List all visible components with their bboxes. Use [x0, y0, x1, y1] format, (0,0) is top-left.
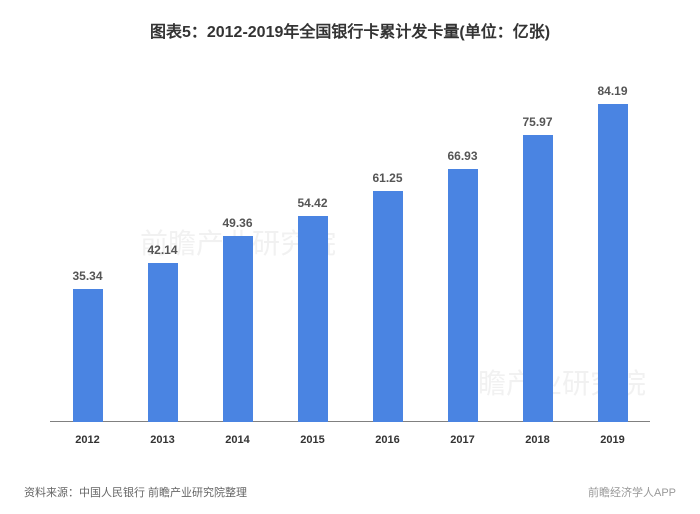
bar: [448, 169, 478, 422]
bar-group: 66.93: [425, 149, 500, 422]
bar-group: 75.97: [500, 115, 575, 422]
bar-value-label: 42.14: [147, 243, 177, 257]
x-axis-label: 2019: [575, 434, 650, 446]
bar: [373, 191, 403, 422]
bar: [298, 216, 328, 422]
bar-group: 84.19: [575, 84, 650, 422]
bar-group: 49.36: [200, 216, 275, 422]
bar-value-label: 61.25: [372, 171, 402, 185]
bar-value-label: 66.93: [447, 149, 477, 163]
bar: [523, 135, 553, 422]
x-axis-label: 2012: [50, 434, 125, 446]
bar: [598, 104, 628, 422]
source-text: 资料来源：中国人民银行 前瞻产业研究院整理: [24, 484, 247, 500]
x-axis-label: 2013: [125, 434, 200, 446]
bar-group: 54.42: [275, 196, 350, 422]
bar-value-label: 49.36: [222, 216, 252, 230]
x-axis-label: 2016: [350, 434, 425, 446]
source-body: 中国人民银行 前瞻产业研究院整理: [79, 487, 247, 499]
bar: [73, 289, 103, 423]
bar: [223, 236, 253, 422]
x-axis-label: 2014: [200, 434, 275, 446]
bar-group: 35.34: [50, 269, 125, 423]
chart-area: 前瞻产业研究院 前瞻产业研究院 35.3442.1449.3654.4261.2…: [30, 62, 670, 452]
x-axis-labels: 20122013201420152016201720182019: [50, 434, 650, 446]
bar-value-label: 35.34: [72, 269, 102, 283]
x-axis-label: 2015: [275, 434, 350, 446]
x-axis-label: 2017: [425, 434, 500, 446]
source-prefix: 资料来源：: [24, 487, 79, 499]
bar-value-label: 84.19: [597, 84, 627, 98]
bar-group: 42.14: [125, 243, 200, 422]
bar-group: 61.25: [350, 171, 425, 422]
x-axis-label: 2018: [500, 434, 575, 446]
bars-container: 35.34 42.14 49.36 54.42 61.25 66.93 75.97 84.19: [50, 82, 650, 422]
bar-value-label: 75.97: [522, 115, 552, 129]
bar: [148, 263, 178, 422]
chart-title: 图表5：2012-2019年全国银行卡累计发卡量(单位：亿张): [0, 0, 700, 52]
bar-value-label: 54.42: [297, 196, 327, 210]
footer-right: 前瞻经济学人APP: [588, 484, 676, 500]
